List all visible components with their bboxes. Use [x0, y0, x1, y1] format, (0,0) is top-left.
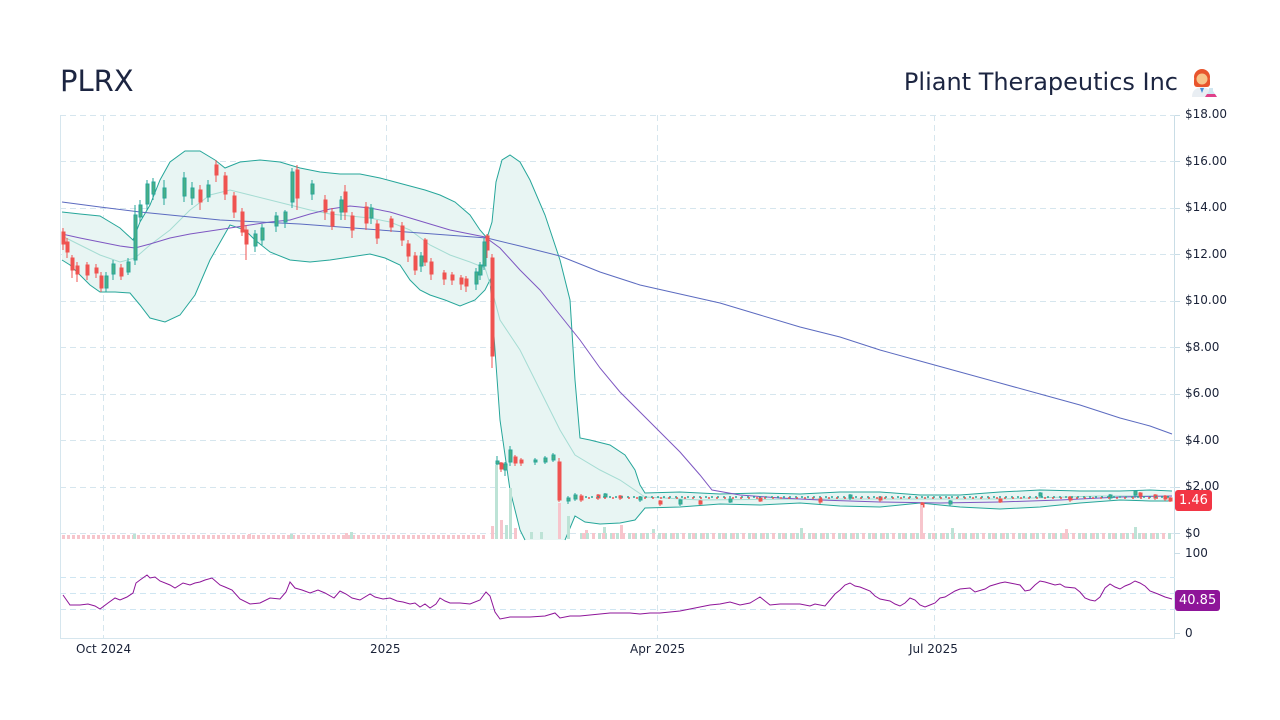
axis-ticks — [1175, 115, 1180, 634]
price-axis-label: $18.00 — [1185, 107, 1227, 121]
price-axis-label: $12.00 — [1185, 247, 1227, 261]
rsi-gridlines — [60, 577, 1175, 610]
bollinger-upper-line — [61, 150, 1173, 496]
price-axis-label: $16.00 — [1185, 154, 1227, 168]
price-axis-label: $0 — [1185, 526, 1201, 540]
time-gridlines — [103, 115, 935, 638]
price-axis-label: $4.00 — [1185, 433, 1220, 447]
sma-short-line — [61, 189, 1172, 501]
time-axis-label: Jul 2025 — [909, 642, 958, 656]
price-axis-label: $2.00 — [1185, 479, 1220, 493]
rsi-line — [62, 574, 1173, 620]
rsi-axis-label: 100 — [1185, 546, 1208, 560]
candlesticks — [61, 160, 1173, 510]
price-axis-label: $14.00 — [1185, 200, 1227, 214]
volume-bars — [62, 465, 1172, 539]
rsi-value-badge: 40.85 — [1175, 590, 1221, 611]
time-axis-label: Oct 2024 — [76, 642, 132, 656]
price-axis-label: $8.00 — [1185, 340, 1220, 354]
price-axis-label: $6.00 — [1185, 386, 1220, 400]
last-price-badge: 1.46 — [1175, 490, 1212, 511]
price-axis-label: $10.00 — [1185, 293, 1227, 307]
bollinger-lower-line — [61, 224, 1172, 541]
sma-200-line — [61, 201, 1173, 435]
ticker-symbol: PLRX — [60, 64, 134, 98]
scientist-emoji-icon — [1192, 69, 1217, 97]
company-name: Pliant Therapeutics Inc — [903, 68, 1178, 96]
bollinger-band-fill — [62, 151, 1172, 540]
time-axis-label: 2025 — [370, 642, 401, 656]
time-axis-label: Apr 2025 — [630, 642, 686, 656]
rsi-axis-label: 0 — [1185, 626, 1193, 640]
